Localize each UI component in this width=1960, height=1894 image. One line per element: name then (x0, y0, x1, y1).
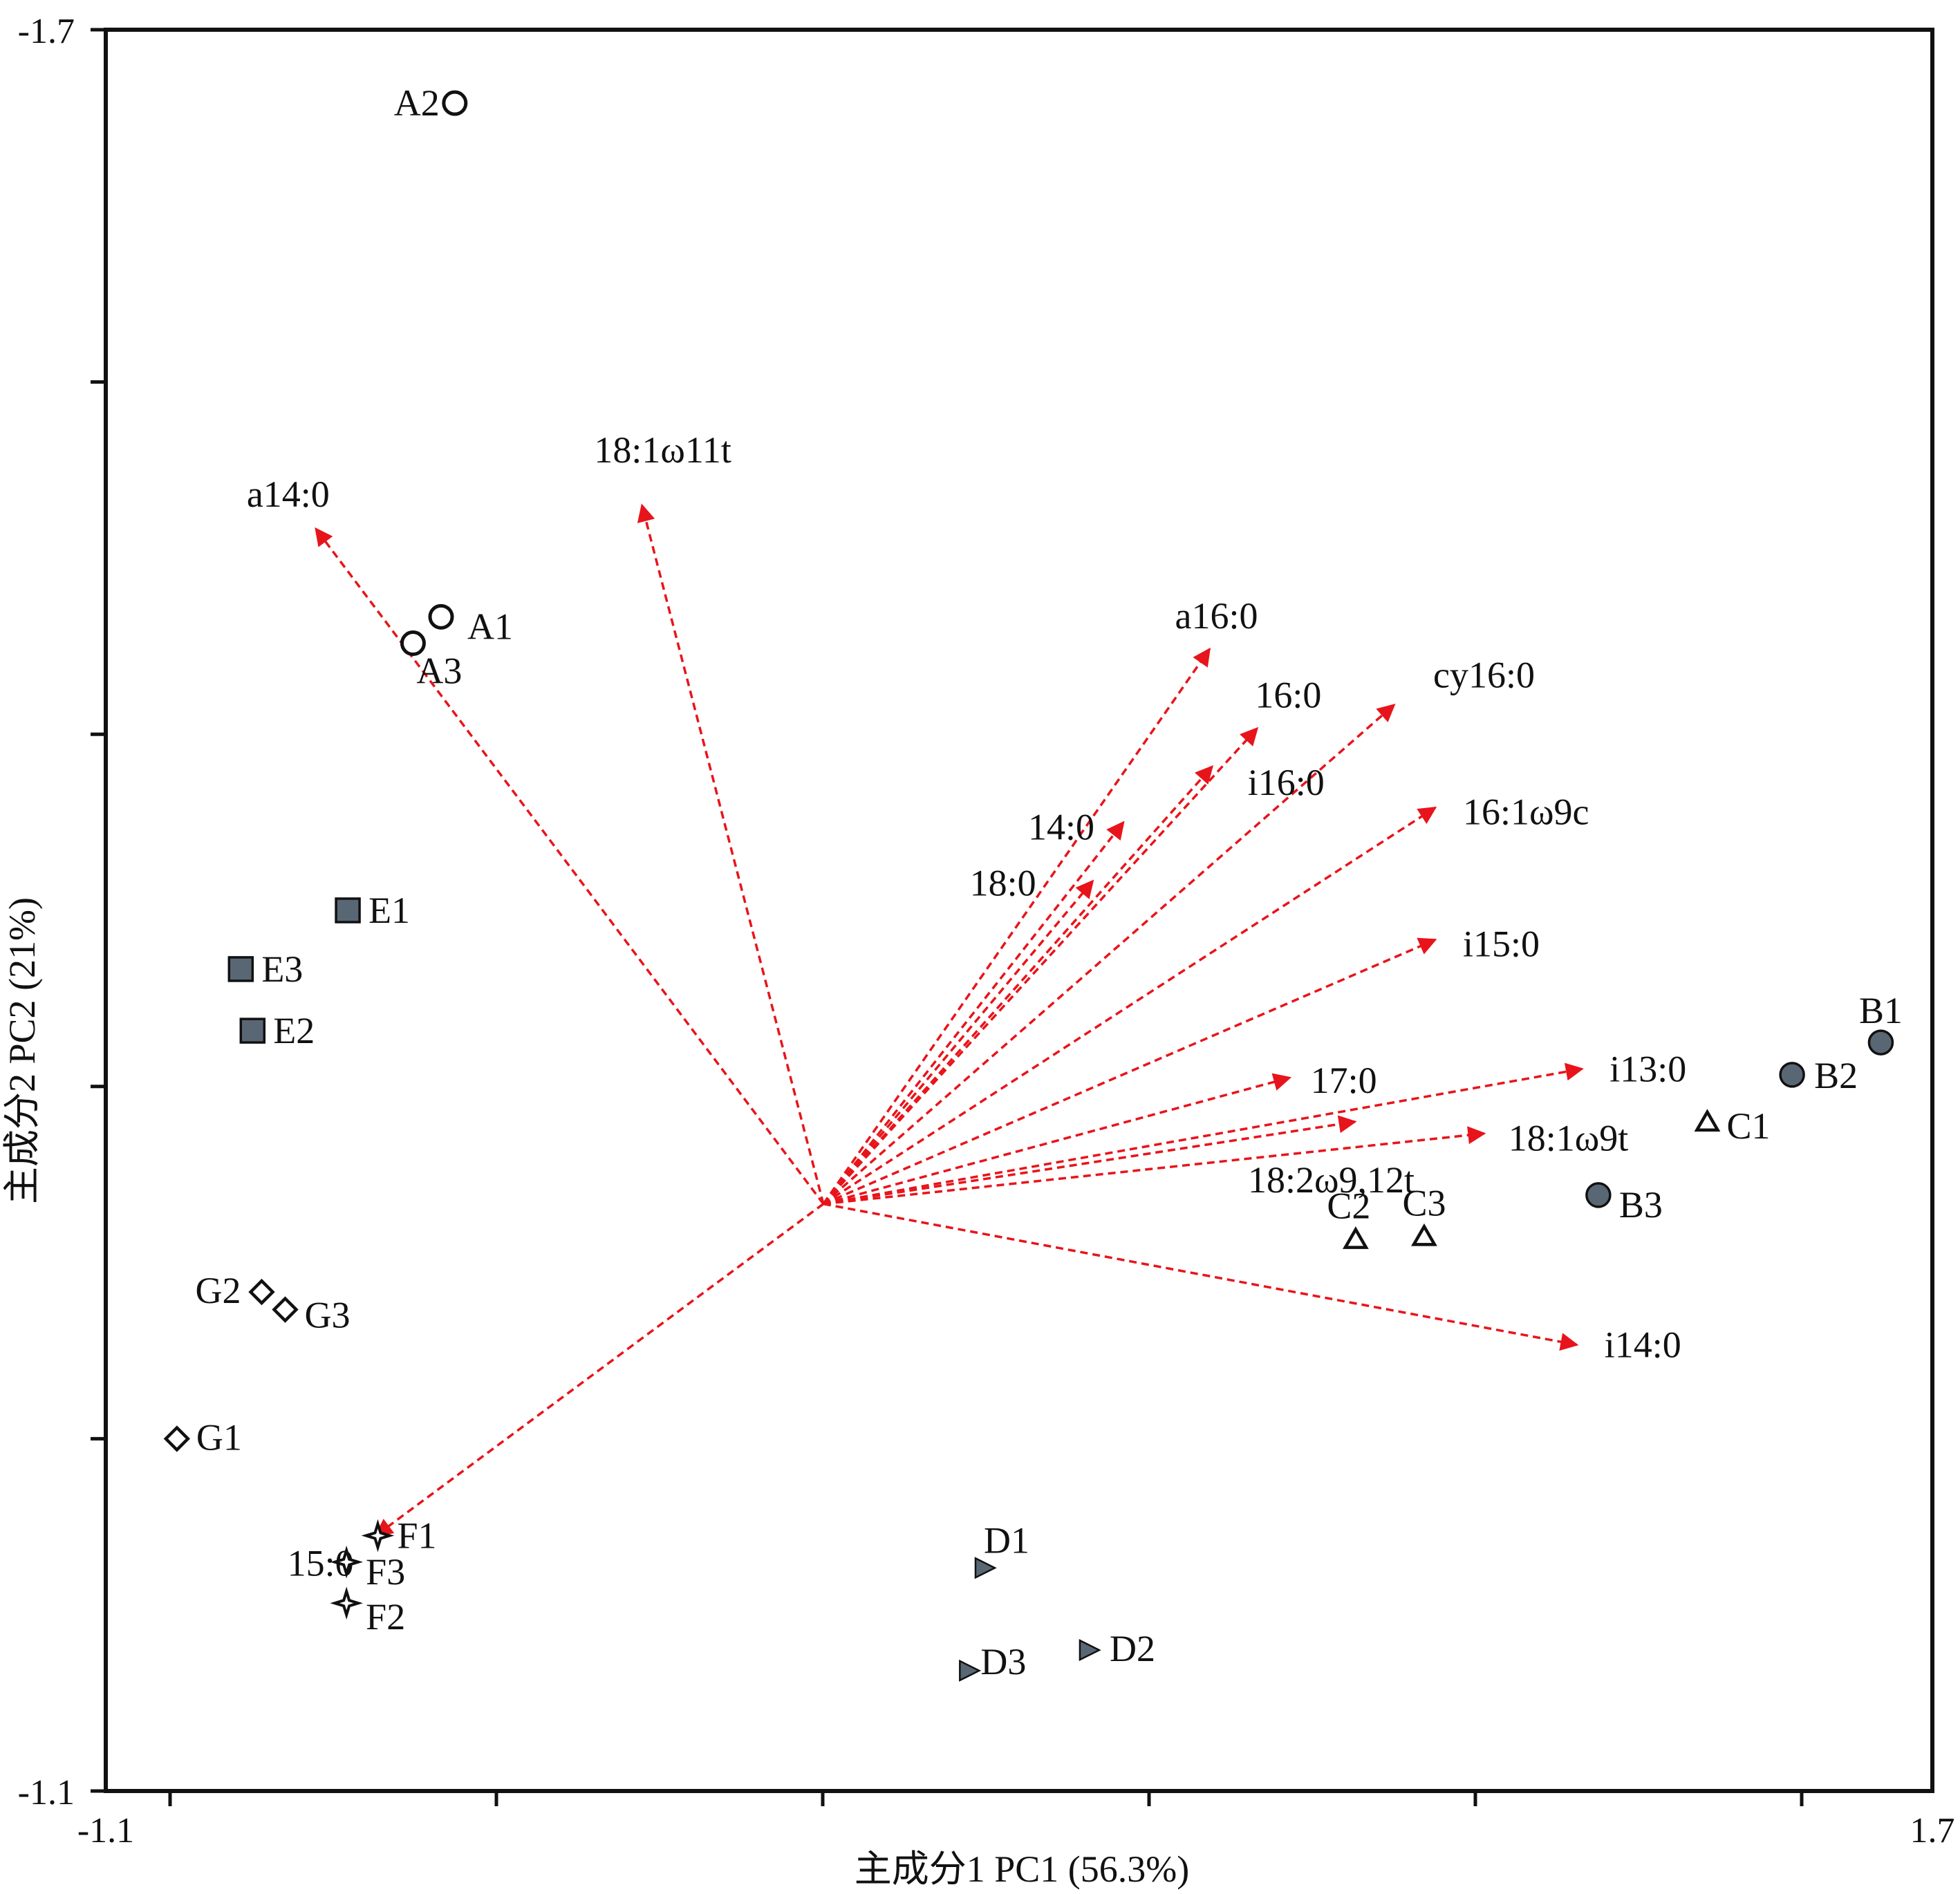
sample-label-E3: E3 (261, 948, 303, 990)
sample-label-G3: G3 (304, 1295, 350, 1336)
loading-label-18:1ω9t: 18:1ω9t (1509, 1118, 1629, 1159)
sample-marker-G2 (248, 1278, 275, 1306)
loading-label-16:0: 16:0 (1255, 675, 1321, 716)
sample-label-F1: F1 (397, 1515, 436, 1557)
loading-label-i15:0: i15:0 (1463, 923, 1540, 964)
sample-marker-A1 (428, 603, 454, 630)
loading-label-18:0: 18:0 (970, 863, 1036, 904)
loading-arrow-i14:0 (823, 1202, 1579, 1351)
sample-marker-D1 (974, 1557, 997, 1579)
x-tick-label-max: 1.7 (1910, 1811, 1955, 1850)
sample-marker-A3 (400, 630, 426, 657)
sample-marker-A2 (442, 90, 468, 116)
plot-frame (104, 28, 1934, 1793)
loading-arrow-17:0 (823, 1073, 1292, 1206)
sample-label-D3: D3 (980, 1641, 1026, 1682)
sample-marker-C2 (1342, 1226, 1369, 1249)
x-tick-label-min: -1.1 (77, 1811, 134, 1850)
sample-marker-C1 (1694, 1109, 1721, 1132)
loading-arrow-cy16:0 (822, 704, 1396, 1205)
sample-marker-E2 (239, 1018, 266, 1044)
sample-marker-G3 (272, 1296, 299, 1323)
sample-label-D1: D1 (984, 1519, 1029, 1561)
loading-arrow-i13:0 (823, 1062, 1584, 1206)
sample-marker-B1 (1867, 1029, 1894, 1056)
sample-label-C2: C2 (1327, 1185, 1370, 1227)
loading-label-17:0: 17:0 (1311, 1060, 1377, 1101)
sample-label-A3: A3 (416, 650, 462, 692)
sample-marker-B2 (1779, 1062, 1805, 1088)
sample-marker-E1 (335, 897, 361, 923)
sample-label-F3: F3 (366, 1551, 405, 1593)
sample-label-A2: A2 (394, 82, 440, 124)
loading-label-a14:0: a14:0 (247, 474, 330, 515)
y-tick-label-top: -1.7 (18, 12, 75, 51)
sample-marker-F3 (330, 1545, 363, 1579)
loading-arrow-16:1ω9c (822, 806, 1437, 1206)
sample-label-E1: E1 (368, 890, 410, 931)
sample-label-B3: B3 (1619, 1184, 1663, 1226)
sample-marker-C3 (1411, 1223, 1437, 1246)
loading-label-16:1ω9c: 16:1ω9c (1463, 791, 1589, 832)
loading-arrow-18:0 (822, 879, 1094, 1205)
sample-marker-B3 (1585, 1182, 1612, 1208)
sample-label-A1: A1 (467, 606, 513, 647)
loading-arrow-a16:0 (822, 647, 1211, 1205)
loading-label-i13:0: i13:0 (1609, 1048, 1686, 1089)
sample-label-D2: D2 (1110, 1628, 1155, 1669)
sample-label-G1: G1 (196, 1416, 242, 1458)
loading-arrow-18:1ω11t (637, 503, 825, 1205)
sample-marker-F1 (361, 1519, 395, 1553)
sample-marker-F2 (330, 1586, 363, 1620)
loading-arrows: a14:0 18:1ω11t a16:0 16:0 cy16:0 i16:0 14:0 18:… (247, 429, 1686, 1584)
loading-label-i14:0: i14:0 (1605, 1324, 1681, 1366)
loading-label-i16:0: i16:0 (1248, 762, 1325, 803)
sample-label-B2: B2 (1814, 1055, 1858, 1096)
loading-label-a16:0: a16:0 (1175, 595, 1258, 637)
sample-marker-D3 (959, 1659, 982, 1682)
sample-label-E2: E2 (273, 1010, 315, 1051)
sample-label-B1: B1 (1859, 990, 1903, 1031)
sample-marker-E3 (227, 956, 254, 982)
loading-arrow-18:2ω9,12t (823, 1115, 1357, 1206)
loading-arrow-15:0 (374, 1203, 824, 1537)
loading-arrow-18:1ω9t (823, 1126, 1486, 1206)
loading-label-18:1ω11t: 18:1ω11t (594, 429, 731, 471)
x-axis-title: 主成分1 PC1 (56.3%) (855, 1848, 1190, 1890)
y-axis-title: 主成分2 PC2 (21%) (1, 897, 43, 1204)
sample-label-C1: C1 (1726, 1105, 1770, 1147)
loading-arrow-a14:0 (315, 527, 825, 1205)
loading-arrow-14:0 (822, 821, 1125, 1205)
y-axis-ticks (91, 28, 106, 1793)
y-tick-label-bottom: -1.1 (18, 1773, 75, 1812)
loading-arrow-i16:0 (822, 765, 1214, 1205)
sample-label-C3: C3 (1402, 1182, 1446, 1223)
sample-label-G2: G2 (196, 1270, 241, 1311)
loading-label-cy16:0: cy16:0 (1433, 655, 1535, 696)
sample-marker-G1 (163, 1425, 191, 1452)
sample-label-F2: F2 (366, 1596, 405, 1638)
loading-label-14:0: 14:0 (1028, 807, 1094, 848)
loading-label-18:2ω9,12t: 18:2ω9,12t (1248, 1159, 1415, 1201)
x-axis-ticks (168, 1791, 1804, 1806)
sample-marker-D2 (1079, 1639, 1101, 1662)
loading-arrow-16:0 (822, 726, 1259, 1205)
